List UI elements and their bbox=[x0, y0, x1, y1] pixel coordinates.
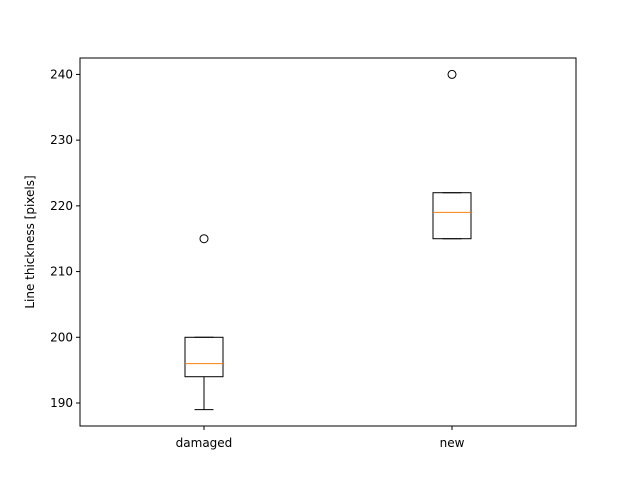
x-axis: damaged new bbox=[176, 426, 465, 450]
y-axis: 190 200 210 220 230 240 bbox=[50, 67, 80, 410]
boxes bbox=[184, 69, 472, 411]
plot-area bbox=[79, 57, 577, 427]
box-rect bbox=[432, 192, 472, 240]
y-tick-label: 220 bbox=[50, 199, 73, 213]
y-tick-label: 230 bbox=[50, 133, 73, 147]
outlier-point bbox=[199, 234, 209, 244]
y-tick-label: 200 bbox=[50, 330, 73, 344]
outlier-point bbox=[447, 69, 457, 79]
box-new bbox=[432, 69, 472, 240]
y-tick-label: 210 bbox=[50, 265, 73, 279]
y-axis-label: Line thickness [pixels] bbox=[23, 175, 37, 308]
box-rect bbox=[184, 336, 224, 378]
y-tick-label: 240 bbox=[50, 67, 73, 81]
x-tick-label-damaged: damaged bbox=[176, 436, 233, 450]
y-tick-label: 190 bbox=[50, 396, 73, 410]
box-damaged bbox=[184, 234, 224, 411]
x-tick-label-new: new bbox=[440, 436, 465, 450]
